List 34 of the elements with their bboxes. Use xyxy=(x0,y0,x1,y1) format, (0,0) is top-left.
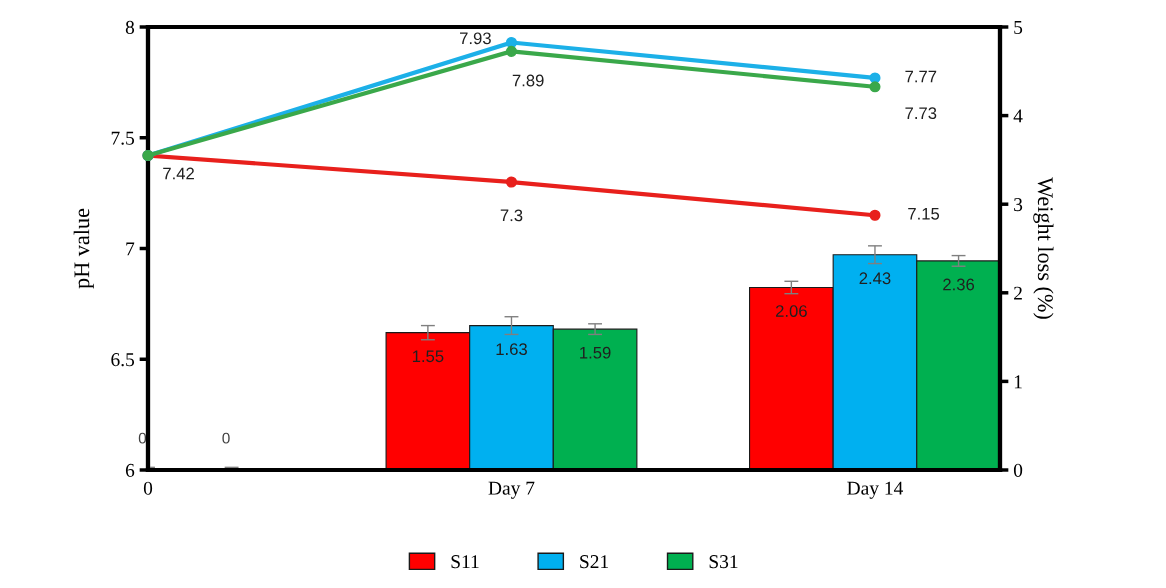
y-axis-title: pH value xyxy=(73,208,94,289)
x-tick-label: Day 7 xyxy=(488,481,535,499)
data-label: 1.55 xyxy=(412,350,444,363)
y-tick-label: 6.5 xyxy=(111,353,135,367)
data-label: 7.42 xyxy=(163,167,194,180)
legend-label: S31 xyxy=(709,555,738,569)
y2-tick-label: 1 xyxy=(1014,375,1022,389)
data-label: 2.43 xyxy=(859,272,891,285)
y-tick-label: 7.5 xyxy=(111,131,135,145)
data-label: 0 xyxy=(222,432,230,444)
data-label: 7.93 xyxy=(460,32,491,45)
data-label: 1.59 xyxy=(580,346,611,359)
data-label: 7.77 xyxy=(905,70,937,83)
data-label: 0 xyxy=(138,432,147,444)
y2-tick-label: 2 xyxy=(1014,286,1022,300)
y-tick-label: 6 xyxy=(125,463,135,477)
y-tick-label: 8 xyxy=(125,20,135,34)
y2-tick-label: 0 xyxy=(1013,463,1023,477)
data-label: 7.73 xyxy=(905,107,937,120)
y-tick-label: 7 xyxy=(126,242,135,256)
data-label: 7.89 xyxy=(512,74,544,87)
data-label: 2.36 xyxy=(943,278,975,291)
x-tick-label: 0 xyxy=(143,481,153,495)
x-tick-label: Day 14 xyxy=(847,481,904,499)
data-label: 7.3 xyxy=(500,209,523,222)
legend-label: S11 xyxy=(451,555,479,569)
data-label: 1.63 xyxy=(496,343,527,356)
y2-tick-label: 3 xyxy=(1014,198,1023,212)
y2-tick-label: 5 xyxy=(1014,21,1023,34)
y2-tick-label: 4 xyxy=(1013,109,1023,123)
data-label: 2.06 xyxy=(775,305,807,317)
y2-axis-title: Weight loss (%) xyxy=(1033,177,1054,319)
legend-label: S21 xyxy=(580,555,609,569)
data-label: 7.15 xyxy=(908,208,940,220)
